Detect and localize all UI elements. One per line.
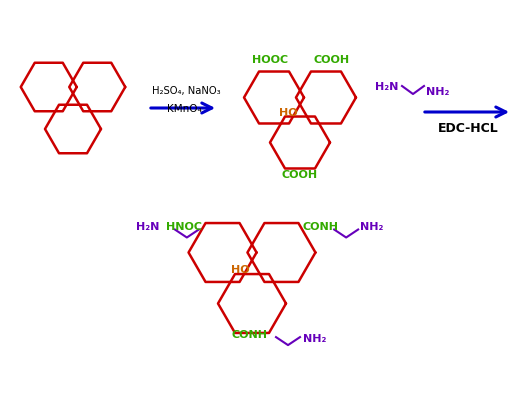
- Text: HNOC: HNOC: [166, 221, 202, 232]
- Text: COOH: COOH: [282, 169, 318, 180]
- Text: CONH: CONH: [232, 330, 268, 340]
- Text: COOH: COOH: [314, 54, 350, 65]
- Text: NH₂: NH₂: [426, 87, 450, 97]
- Text: KMnO₄: KMnO₄: [167, 104, 202, 114]
- Text: HOOC: HOOC: [252, 54, 288, 65]
- Text: NH₂: NH₂: [303, 334, 326, 344]
- Text: HO: HO: [279, 108, 297, 118]
- Text: CONH: CONH: [302, 221, 338, 232]
- Text: HO: HO: [231, 265, 249, 275]
- Text: H₂N: H₂N: [375, 82, 398, 92]
- Text: H₂N: H₂N: [136, 221, 160, 232]
- Text: NH₂: NH₂: [360, 221, 384, 232]
- Text: H₂SO₄, NaNO₃: H₂SO₄, NaNO₃: [152, 86, 221, 96]
- Text: EDC-HCL: EDC-HCL: [438, 122, 499, 135]
